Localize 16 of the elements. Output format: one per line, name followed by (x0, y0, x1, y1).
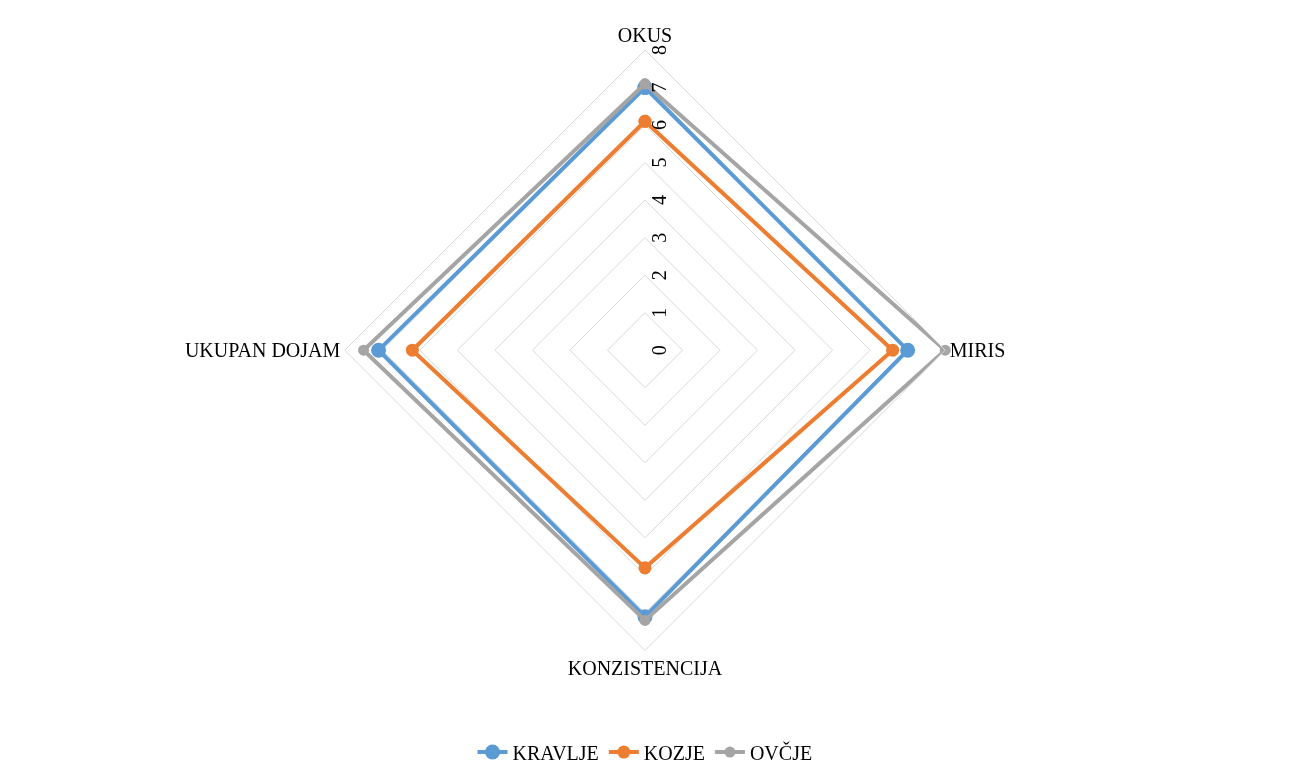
y-tick-label: 0 (647, 345, 670, 356)
legend-label: KRAVLJE (512, 741, 599, 764)
y-tick-label: 3 (647, 232, 670, 243)
y-tick-label: 2 (647, 270, 670, 281)
y-tick-label: 4 (647, 195, 670, 206)
spoke-label: MIRIS (949, 339, 1006, 362)
spoke-label: KONZISTENCIJA (567, 656, 723, 679)
spoke-label: OKUS (617, 23, 673, 46)
legend-label: OVČJE (749, 740, 813, 764)
y-tick-label: 7 (647, 82, 670, 93)
y-tick-label: 5 (647, 157, 670, 168)
y-tick-label: 8 (647, 45, 670, 55)
legend-label: KOZJE (643, 741, 705, 764)
y-tick-label: 1 (647, 307, 670, 318)
y-tick-label: 6 (647, 120, 670, 131)
spoke-label: UKUPAN DOJAM (184, 339, 341, 362)
